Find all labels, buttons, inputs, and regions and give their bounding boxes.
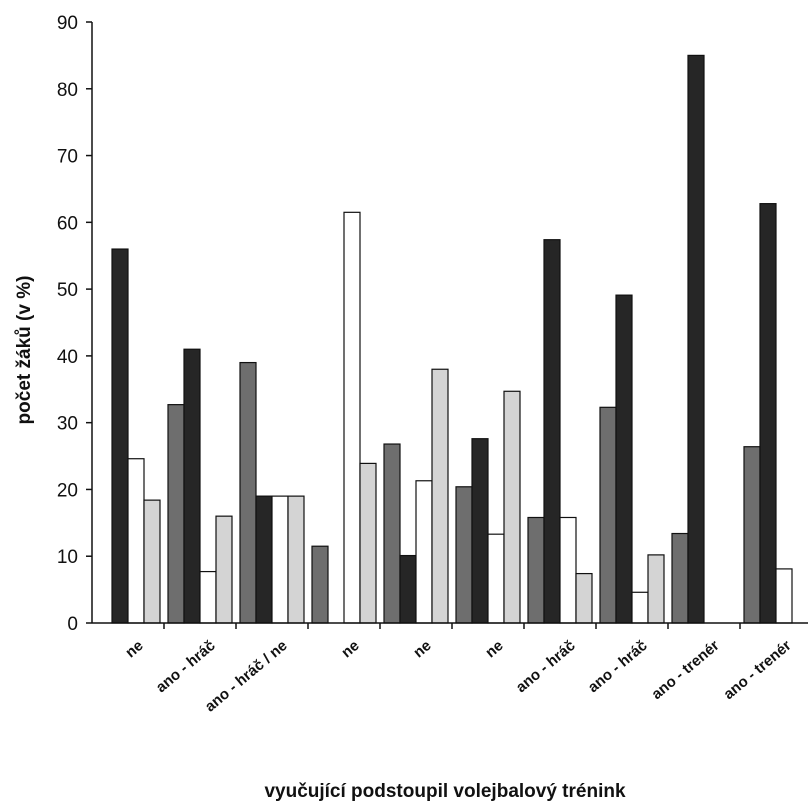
y-tick-label: 20 — [57, 480, 78, 501]
bar — [647, 554, 665, 624]
bar — [671, 532, 689, 624]
x-tick-label: ano - hráč — [153, 637, 219, 696]
bar — [415, 480, 433, 624]
bar — [743, 446, 761, 624]
bar — [615, 294, 633, 624]
y-tick-label: 40 — [57, 347, 78, 368]
bar — [167, 404, 185, 624]
bar — [775, 568, 793, 624]
bar — [575, 572, 593, 624]
y-tick-label: 60 — [57, 213, 78, 234]
bar — [399, 554, 417, 624]
bar — [383, 443, 401, 624]
bar — [343, 211, 361, 624]
x-tick-label: ano - trenér — [648, 637, 722, 703]
y-tick-label: 0 — [67, 614, 78, 635]
bar — [255, 495, 273, 624]
y-tick-label: 50 — [57, 280, 78, 301]
bar — [239, 361, 257, 624]
bar — [311, 545, 329, 624]
bar — [215, 515, 233, 624]
bar — [111, 248, 129, 624]
bar — [143, 499, 161, 624]
bar — [759, 203, 777, 624]
bar — [559, 516, 577, 624]
bar — [543, 239, 561, 624]
bar — [527, 516, 545, 624]
x-tick-label: ne — [410, 637, 434, 661]
bar — [359, 462, 377, 624]
bar — [599, 406, 617, 624]
bar — [271, 495, 289, 624]
y-axis-title: počet žáků (v %) — [14, 276, 35, 425]
bar — [631, 591, 649, 624]
x-tick-label: ne — [122, 637, 146, 661]
x-tick-label: ano - trenér — [720, 637, 794, 703]
y-tick-label: 10 — [57, 547, 78, 568]
bar — [687, 54, 705, 624]
bar — [487, 533, 505, 624]
y-axis-ticks: 0 10 20 30 40 50 60 70 80 90 — [57, 13, 92, 635]
x-tick-label: ano - hráč — [585, 637, 651, 696]
bar — [127, 458, 145, 624]
x-tick-label: ne — [338, 637, 362, 661]
x-axis-title: vyučující podstoupil volejbalový trénink — [264, 781, 626, 802]
y-tick-label: 80 — [57, 80, 78, 101]
bars — [111, 54, 793, 624]
bar — [471, 438, 489, 624]
y-tick-label: 70 — [57, 147, 78, 168]
bar — [503, 390, 521, 624]
bar — [199, 570, 217, 624]
y-tick-label: 90 — [57, 13, 78, 34]
bar — [183, 348, 201, 624]
bar — [287, 495, 305, 624]
y-tick-label: 30 — [57, 414, 78, 435]
bar — [431, 368, 449, 624]
bar — [455, 486, 473, 624]
x-tick-label: ne — [482, 637, 506, 661]
x-tick-label: ano - hráč — [513, 637, 579, 696]
